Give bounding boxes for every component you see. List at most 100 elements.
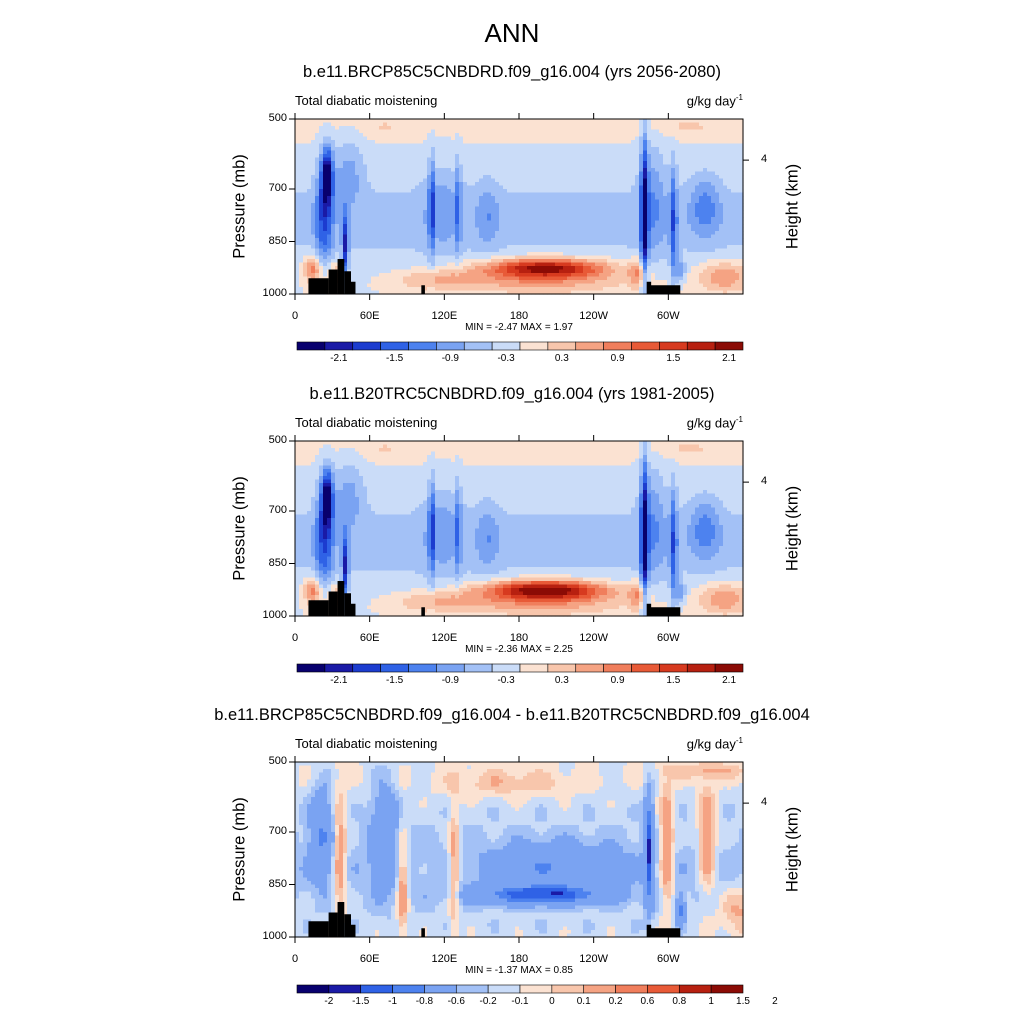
- heatmap-cell: [307, 171, 312, 176]
- heatmap-cell: [667, 203, 672, 208]
- heatmap-cell: [675, 238, 680, 243]
- heatmap-cell: [499, 168, 504, 173]
- heatmap-cell: [719, 189, 724, 194]
- heatmap-cell: [427, 196, 432, 201]
- heatmap-cell: [315, 199, 320, 204]
- heatmap-cell: [495, 213, 500, 218]
- heatmap-cell: [687, 157, 692, 162]
- heatmap-cell: [367, 119, 372, 124]
- heatmap-cell: [483, 136, 488, 141]
- heatmap-cell: [359, 220, 364, 225]
- heatmap-cell: [447, 262, 452, 267]
- heatmap-cell: [467, 213, 472, 218]
- heatmap-cell: [399, 150, 404, 155]
- heatmap-cell: [343, 199, 348, 204]
- heatmap-cell: [535, 269, 540, 274]
- heatmap-cell: [567, 182, 572, 187]
- heatmap-cell: [403, 133, 408, 138]
- heatmap-cell: [647, 252, 652, 257]
- heatmap-cell: [555, 147, 560, 152]
- heatmap-cell: [323, 154, 328, 159]
- heatmap-cell: [343, 126, 348, 131]
- heatmap-cell: [563, 224, 568, 229]
- heatmap-cell: [439, 259, 444, 264]
- heatmap-cell: [335, 129, 340, 134]
- heatmap-cell: [543, 133, 548, 138]
- heatmap-cell: [655, 140, 660, 145]
- heatmap-cell: [699, 140, 704, 145]
- heatmap-cell: [391, 175, 396, 180]
- heatmap-cell: [295, 161, 300, 166]
- heatmap-cell: [491, 203, 496, 208]
- heatmap-cell: [695, 122, 700, 127]
- heatmap-cell: [507, 224, 512, 229]
- heatmap-cell: [487, 224, 492, 229]
- heatmap-cell: [571, 206, 576, 211]
- heatmap-cell: [555, 220, 560, 225]
- heatmap-cell: [407, 143, 412, 148]
- heatmap-cell: [679, 122, 684, 127]
- heatmap-cell: [351, 234, 356, 239]
- heatmap-cell: [503, 248, 508, 253]
- heatmap-cell: [319, 171, 324, 176]
- heatmap-cell: [435, 213, 440, 218]
- heatmap-cell: [471, 154, 476, 159]
- heatmap-cell: [407, 245, 412, 250]
- heatmap-cell: [703, 168, 708, 173]
- heatmap-cell: [355, 161, 360, 166]
- heatmap-cell: [343, 140, 348, 145]
- heatmap-cell: [319, 147, 324, 152]
- heatmap-cell: [371, 259, 376, 264]
- heatmap-cell: [427, 122, 432, 127]
- heatmap-cell: [351, 238, 356, 243]
- heatmap-cell: [675, 157, 680, 162]
- heatmap-cell: [379, 210, 384, 215]
- heatmap-cell: [435, 161, 440, 166]
- heatmap-cell: [675, 154, 680, 159]
- heatmap-cell: [611, 164, 616, 169]
- heatmap-cell: [303, 178, 308, 183]
- heatmap-cell: [695, 154, 700, 159]
- heatmap-cell: [543, 150, 548, 155]
- heatmap-cell: [383, 182, 388, 187]
- heatmap-cell: [707, 161, 712, 166]
- heatmap-cell: [327, 224, 332, 229]
- heatmap-cell: [575, 224, 580, 229]
- heatmap-cell: [459, 129, 464, 134]
- heatmap-cell: [739, 241, 744, 246]
- heatmap-cell: [415, 269, 420, 274]
- heatmap-cell: [695, 140, 700, 145]
- heatmap-cell: [687, 126, 692, 131]
- heatmap-cell: [499, 234, 504, 239]
- heatmap-cell: [511, 245, 516, 250]
- heatmap-cell: [739, 168, 744, 173]
- heatmap-cell: [615, 248, 620, 253]
- heatmap-cell: [603, 241, 608, 246]
- heatmap-cell: [603, 255, 608, 260]
- heatmap-cell: [343, 164, 348, 169]
- heatmap-cell: [487, 196, 492, 201]
- heatmap-cell: [347, 189, 352, 194]
- heatmap-cell: [491, 185, 496, 190]
- heatmap-cell: [647, 217, 652, 222]
- heatmap-cell: [711, 157, 716, 162]
- heatmap-cell: [387, 217, 392, 222]
- heatmap-cell: [439, 192, 444, 197]
- heatmap-cell: [503, 203, 508, 208]
- heatmap-cell: [479, 185, 484, 190]
- heatmap-cell: [531, 206, 536, 211]
- heatmap-cell: [343, 119, 348, 124]
- heatmap-cell: [503, 234, 508, 239]
- heatmap-cell: [323, 150, 328, 155]
- heatmap-cell: [591, 252, 596, 257]
- heatmap-cell: [347, 248, 352, 253]
- heatmap-cell: [615, 213, 620, 218]
- units-label: g/kg day-1: [593, 93, 743, 108]
- heatmap-cell: [511, 154, 516, 159]
- heatmap-cell: [371, 126, 376, 131]
- heatmap-cell: [695, 231, 700, 236]
- heatmap-cell: [367, 224, 372, 229]
- heatmap-cell: [339, 178, 344, 183]
- heatmap-cell: [491, 140, 496, 145]
- heatmap-cell: [559, 119, 564, 124]
